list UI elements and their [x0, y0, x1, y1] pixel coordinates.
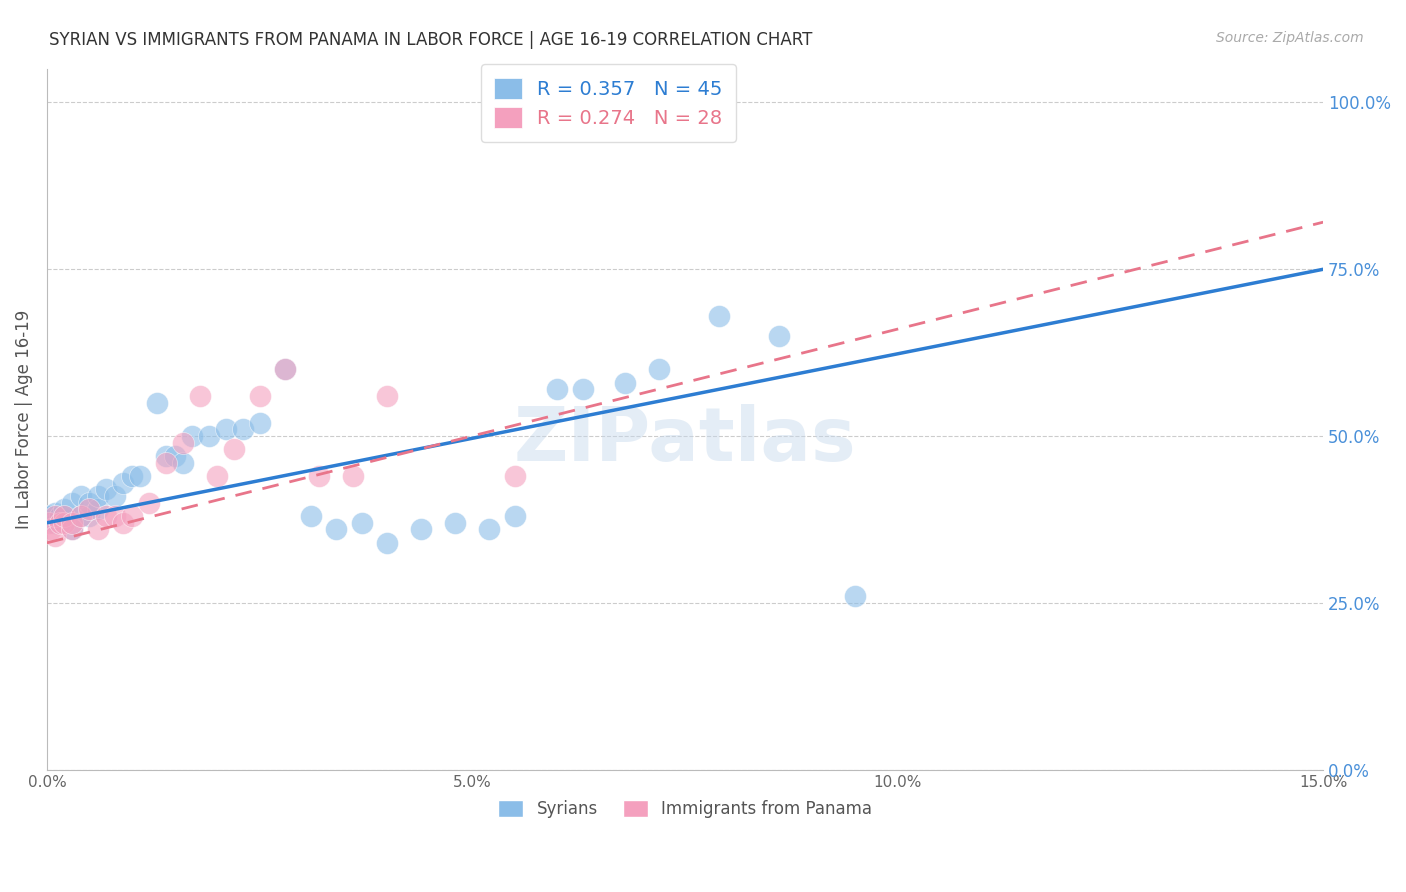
Point [79, 509, 101, 524]
Point [274, 362, 297, 376]
Point [44, 529, 66, 543]
Point [503, 509, 526, 524]
Point [121, 469, 143, 483]
Point [350, 516, 373, 530]
Point [62, 523, 84, 537]
Point [52, 509, 75, 524]
Point [87, 523, 110, 537]
Point [104, 509, 127, 524]
Point [163, 449, 186, 463]
Point [172, 435, 194, 450]
Point [232, 422, 254, 436]
Point [44, 516, 66, 530]
Point [375, 536, 398, 550]
Point [79, 496, 101, 510]
Point [70, 489, 93, 503]
Point [444, 516, 467, 530]
Point [844, 589, 866, 603]
Point [52, 509, 75, 524]
Point [96, 509, 118, 524]
Text: SYRIAN VS IMMIGRANTS FROM PANAMA IN LABOR FORCE | AGE 16-19 CORRELATION CHART: SYRIAN VS IMMIGRANTS FROM PANAMA IN LABO… [49, 31, 813, 49]
Text: Source: ZipAtlas.com: Source: ZipAtlas.com [1216, 31, 1364, 45]
Point [546, 382, 568, 396]
Point [222, 442, 245, 457]
Point [79, 502, 101, 516]
Point [478, 523, 501, 537]
Point [274, 362, 297, 376]
Point [308, 469, 330, 483]
Point [155, 449, 177, 463]
Point [129, 469, 152, 483]
Point [325, 523, 347, 537]
Y-axis label: In Labor Force | Age 16-19: In Labor Force | Age 16-19 [15, 310, 32, 529]
Point [39, 523, 62, 537]
Point [155, 456, 177, 470]
Point [572, 382, 595, 396]
Point [146, 395, 169, 409]
Point [768, 328, 790, 343]
Point [249, 389, 271, 403]
Point [96, 483, 118, 497]
Legend: Syrians, Immigrants from Panama: Syrians, Immigrants from Panama [491, 793, 879, 825]
Point [52, 502, 75, 516]
Point [44, 509, 66, 524]
Point [87, 502, 110, 516]
Point [121, 509, 143, 524]
Point [172, 456, 194, 470]
Point [411, 523, 433, 537]
Point [39, 509, 62, 524]
Point [342, 469, 364, 483]
Point [104, 489, 127, 503]
Point [62, 496, 84, 510]
Point [70, 509, 93, 524]
Point [375, 389, 398, 403]
Point [249, 416, 271, 430]
Point [87, 489, 110, 503]
Point [614, 376, 637, 390]
Point [62, 523, 84, 537]
Point [188, 389, 211, 403]
Text: ZIPatlas: ZIPatlas [513, 404, 856, 477]
Point [62, 516, 84, 530]
Point [48, 516, 70, 530]
Point [48, 509, 70, 524]
Point [214, 422, 236, 436]
Point [205, 469, 228, 483]
Point [503, 469, 526, 483]
Point [707, 309, 730, 323]
Point [52, 516, 75, 530]
Point [38, 516, 60, 530]
Point [112, 516, 135, 530]
Point [44, 506, 66, 520]
Point [197, 429, 219, 443]
Point [648, 362, 671, 376]
Point [38, 509, 60, 524]
Point [112, 475, 135, 490]
Point [138, 496, 160, 510]
Point [180, 429, 202, 443]
Point [70, 509, 93, 524]
Point [299, 509, 322, 524]
